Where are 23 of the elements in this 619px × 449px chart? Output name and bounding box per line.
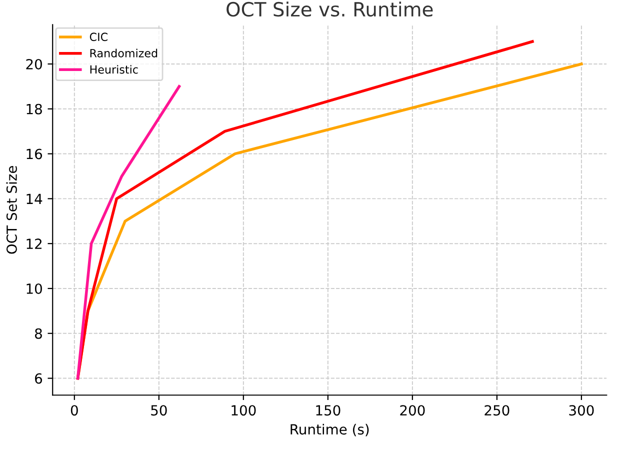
chart-title: OCT Size vs. Runtime <box>226 2 433 17</box>
x-tick-label: 300 <box>569 405 594 416</box>
y-tick-label: 14 <box>26 194 42 204</box>
x-tick-label: 100 <box>232 405 256 416</box>
y-tick-label: 6 <box>35 373 42 384</box>
y-tick-label: 18 <box>26 104 42 114</box>
line-series <box>76 85 181 380</box>
x-tick-label: 0 <box>70 405 78 416</box>
y-tick-label: 12 <box>26 238 42 249</box>
y-tick-label: 20 <box>26 58 42 70</box>
legend-label: Heuristic <box>90 65 138 74</box>
legend-label: CIC <box>90 32 108 42</box>
y-tick-label: 10 <box>26 283 42 294</box>
x-tick-label: 250 <box>484 405 510 416</box>
y-tick-label: 8 <box>35 328 42 339</box>
y-tick-label: 16 <box>26 148 42 160</box>
x-tick-label: 150 <box>316 405 340 416</box>
legend-label: Randomized <box>90 48 158 58</box>
x-tick-label: 200 <box>400 405 425 416</box>
x-tick-label: 50 <box>151 405 167 416</box>
x-axis-title: Runtime (s) <box>290 424 369 436</box>
line-series <box>76 40 534 380</box>
y-axis-title: OCT Set Size <box>6 166 17 254</box>
